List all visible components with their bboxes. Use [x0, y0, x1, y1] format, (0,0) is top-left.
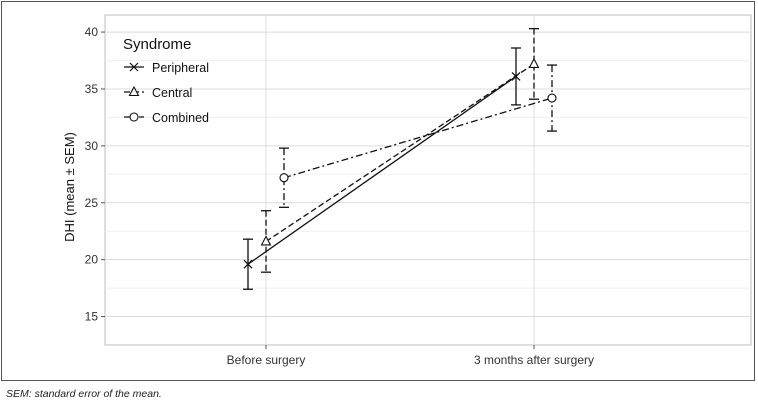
data-point: [243, 259, 253, 269]
y-tick-label: 25: [85, 196, 99, 210]
y-tick-label: 15: [85, 310, 99, 324]
y-ticks: 15 20 25 30 35 40: [85, 25, 105, 324]
grid-lines: [105, 15, 751, 345]
x-mark-stroke: [129, 62, 139, 72]
legend-item-central: Central: [124, 85, 192, 100]
legend-item-peripheral: Peripheral: [124, 61, 209, 75]
circle-icon: [129, 112, 139, 122]
data-point: [547, 93, 557, 103]
series-line: [283, 97, 553, 179]
data-point: [260, 235, 272, 246]
legend-label: Central: [152, 86, 192, 100]
series-layer: [243, 28, 557, 290]
figure-frame: 15 20 25 30 35 40 Before surgery 3 months afte…: [1, 1, 755, 381]
x-mark-stroke: [243, 259, 253, 269]
legend-label: Peripheral: [152, 61, 209, 75]
y-tick-label: 20: [85, 253, 99, 267]
series-line: [247, 75, 517, 265]
legend-title: Syndrome: [123, 36, 191, 53]
series-peripheral: [243, 47, 521, 290]
x-icon: [129, 62, 139, 72]
x-tick-label: Before surgery: [227, 353, 306, 367]
y-tick-label: 30: [85, 139, 99, 153]
y-tick-label: 40: [85, 25, 99, 39]
data-point: [528, 57, 540, 68]
series-combined: [279, 64, 557, 208]
x-tick-label: 3 months after surgery: [474, 353, 594, 367]
legend-item-combined: Combined: [124, 111, 209, 125]
plot-panel: [104, 14, 752, 346]
x-ticks: Before surgery 3 months after surgery: [227, 345, 594, 367]
legend-label: Combined: [152, 111, 209, 125]
triangle-icon: [128, 85, 140, 97]
dhi-chart: 15 20 25 30 35 40 Before surgery 3 months afte…: [62, 14, 752, 367]
y-axis-title: DHI (mean ± SEM): [62, 132, 77, 242]
footnote: SEM: standard error of the mean.: [6, 388, 162, 400]
y-tick-label: 35: [85, 82, 99, 96]
series-central: [260, 28, 540, 273]
legend: Syndrome Peripheral Central Combined: [123, 36, 209, 125]
data-point: [279, 173, 289, 183]
